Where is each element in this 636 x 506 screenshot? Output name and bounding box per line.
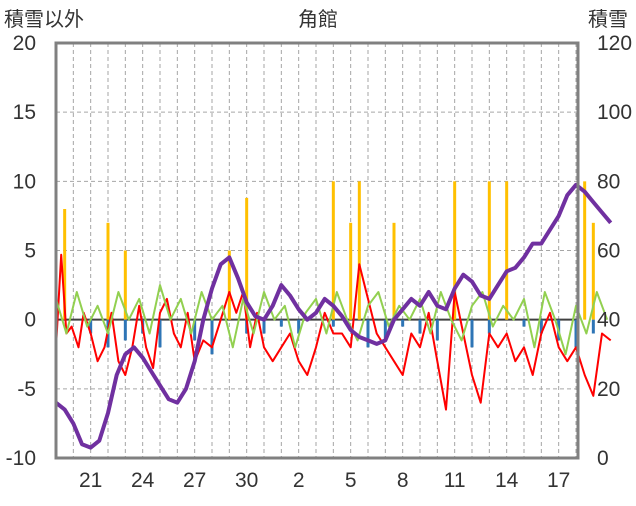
right-tick-label: 120	[597, 32, 632, 55]
left-tick-label: 5	[24, 240, 36, 263]
bar-mark	[392, 222, 396, 320]
bar-mark	[435, 319, 439, 341]
bar-mark	[331, 181, 335, 320]
right-tick-label: 40	[597, 309, 620, 332]
bar-mark	[297, 319, 301, 334]
bar-mark	[193, 319, 197, 341]
bar-mark	[383, 319, 387, 341]
bar-mark	[227, 250, 231, 320]
x-tick-label: 11	[444, 469, 466, 492]
series-line-temperature	[55, 253, 612, 411]
bar-mark	[418, 319, 422, 334]
bar-mark	[487, 319, 491, 334]
bar-mark	[505, 181, 509, 320]
left-tick-label: -10	[6, 447, 36, 470]
bar-mark	[366, 319, 370, 348]
x-tick-label: 5	[345, 469, 357, 492]
bar-mark	[245, 197, 249, 320]
bar-mark	[279, 319, 283, 327]
bar-mark	[357, 181, 361, 320]
bar-mark	[331, 319, 335, 327]
right-tick-label: 60	[597, 240, 620, 263]
right-tick-label: 100	[597, 101, 632, 124]
x-tick-label: 2	[293, 469, 305, 492]
bar-mark	[583, 181, 587, 320]
bar-mark	[123, 319, 127, 341]
bar-mark	[123, 250, 127, 320]
bar-mark	[262, 319, 266, 334]
bar-mark	[522, 319, 526, 327]
bar-mark	[487, 181, 491, 320]
plot-frame	[54, 41, 580, 460]
x-tick-label: 17	[547, 469, 570, 492]
right-tick-label: 0	[597, 447, 609, 470]
left-tick-label: -5	[17, 378, 36, 401]
right-axis-ticks: 120 100 80 60 40 20 0	[597, 32, 632, 470]
left-axis-label: 積雪以外	[4, 8, 84, 31]
left-tick-label: 20	[13, 32, 36, 55]
bar-mark	[574, 319, 578, 348]
right-axis-label: 積雪	[588, 8, 628, 31]
left-tick-label: 0	[24, 309, 36, 332]
x-tick-label: 21	[79, 469, 102, 492]
series-line-anomaly	[55, 284, 609, 356]
right-tick-label: 20	[597, 378, 620, 401]
bar-mark	[89, 319, 93, 334]
bar-mark	[158, 319, 162, 348]
left-tick-label: 10	[13, 170, 36, 193]
grid-layer	[56, 42, 578, 459]
chart-title: 角館	[298, 8, 338, 31]
bar-mark	[591, 222, 595, 320]
x-tick-label: 30	[235, 469, 258, 492]
bar-mark	[453, 181, 457, 320]
bar-mark	[63, 209, 67, 320]
bar-mark	[210, 319, 214, 355]
bar-mark	[349, 222, 353, 320]
bar-mark	[106, 222, 110, 320]
x-tick-label: 27	[183, 469, 206, 492]
x-tick-label: 24	[131, 469, 155, 492]
left-tick-label: 15	[13, 101, 36, 124]
x-axis-ticks: 21 24 27 30 2 5 8 11 14 17	[79, 469, 570, 492]
bar-mark	[539, 319, 543, 334]
line-layer	[54, 182, 613, 450]
bar-mark	[470, 319, 474, 348]
left-axis-ticks: 20 15 10 5 0 -5 -10	[6, 32, 36, 470]
bar-mark	[591, 319, 595, 334]
bar-mark	[401, 319, 405, 327]
right-tick-label: 80	[597, 170, 620, 193]
x-tick-label: 14	[495, 469, 519, 492]
x-tick-label: 8	[397, 469, 409, 492]
series-line-snow-depth	[54, 182, 613, 450]
